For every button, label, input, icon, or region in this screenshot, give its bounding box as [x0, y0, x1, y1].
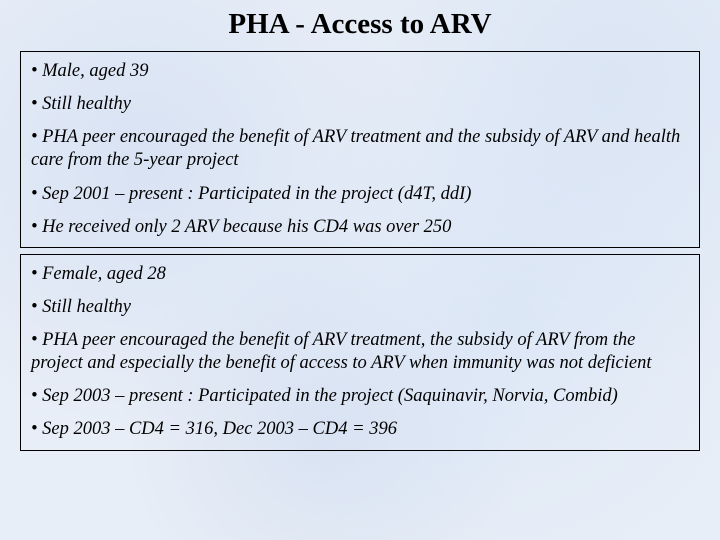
slide-title: PHA - Access to ARV	[20, 8, 700, 41]
bullet-item: • Still healthy	[31, 296, 689, 319]
slide: PHA - Access to ARV • Male, aged 39 • St…	[0, 0, 720, 540]
bullet-item: • Sep 2003 – CD4 = 316, Dec 2003 – CD4 =…	[31, 418, 689, 441]
bullet-item: • He received only 2 ARV because his CD4…	[31, 216, 689, 239]
bullet-item: • PHA peer encouraged the benefit of ARV…	[31, 329, 689, 375]
case-box-1: • Male, aged 39 • Still healthy • PHA pe…	[20, 51, 700, 248]
bullet-item: • Still healthy	[31, 93, 689, 116]
case-box-2: • Female, aged 28 • Still healthy • PHA …	[20, 254, 700, 451]
bullet-item: • Sep 2001 – present : Participated in t…	[31, 183, 689, 206]
bullet-item: • Male, aged 39	[31, 60, 689, 83]
bullet-item: • Female, aged 28	[31, 263, 689, 286]
bullet-item: • PHA peer encouraged the benefit of ARV…	[31, 126, 689, 172]
bullet-item: • Sep 2003 – present : Participated in t…	[31, 385, 689, 408]
